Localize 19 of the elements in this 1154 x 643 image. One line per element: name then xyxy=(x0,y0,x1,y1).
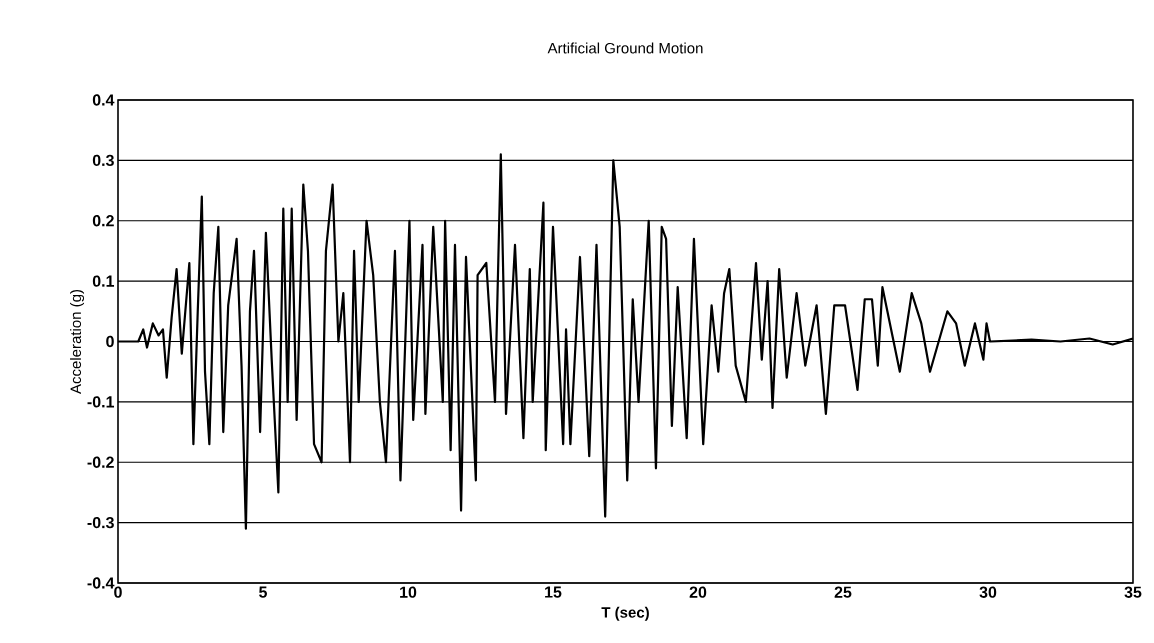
x-axis-title: T (sec) xyxy=(601,606,649,621)
y-tick-label: 0.2 xyxy=(92,215,114,227)
x-tick-label: 15 xyxy=(545,586,562,598)
x-tick-label: 20 xyxy=(689,586,707,598)
y-tick-label: 0.4 xyxy=(92,94,115,106)
x-tick-label: 30 xyxy=(979,586,997,598)
y-tick-label: -0.4 xyxy=(87,577,115,589)
x-tick-label: 5 xyxy=(259,586,267,598)
y-tick-label: -0.1 xyxy=(87,396,115,408)
y-axis-title: Acceleration (g) xyxy=(70,289,85,394)
x-tick-label: 25 xyxy=(834,586,852,598)
y-tick-label: 0 xyxy=(106,335,114,348)
x-tick-label: 10 xyxy=(400,586,417,598)
x-tick-label: 35 xyxy=(1124,586,1142,598)
chart-title: Artificial Ground Motion xyxy=(547,42,703,54)
y-tick-label: -0.2 xyxy=(87,456,114,468)
y-tick-label: 0.3 xyxy=(92,154,114,167)
y-tick-label: -0.3 xyxy=(87,516,114,529)
y-tick-label: 0.1 xyxy=(92,275,115,287)
